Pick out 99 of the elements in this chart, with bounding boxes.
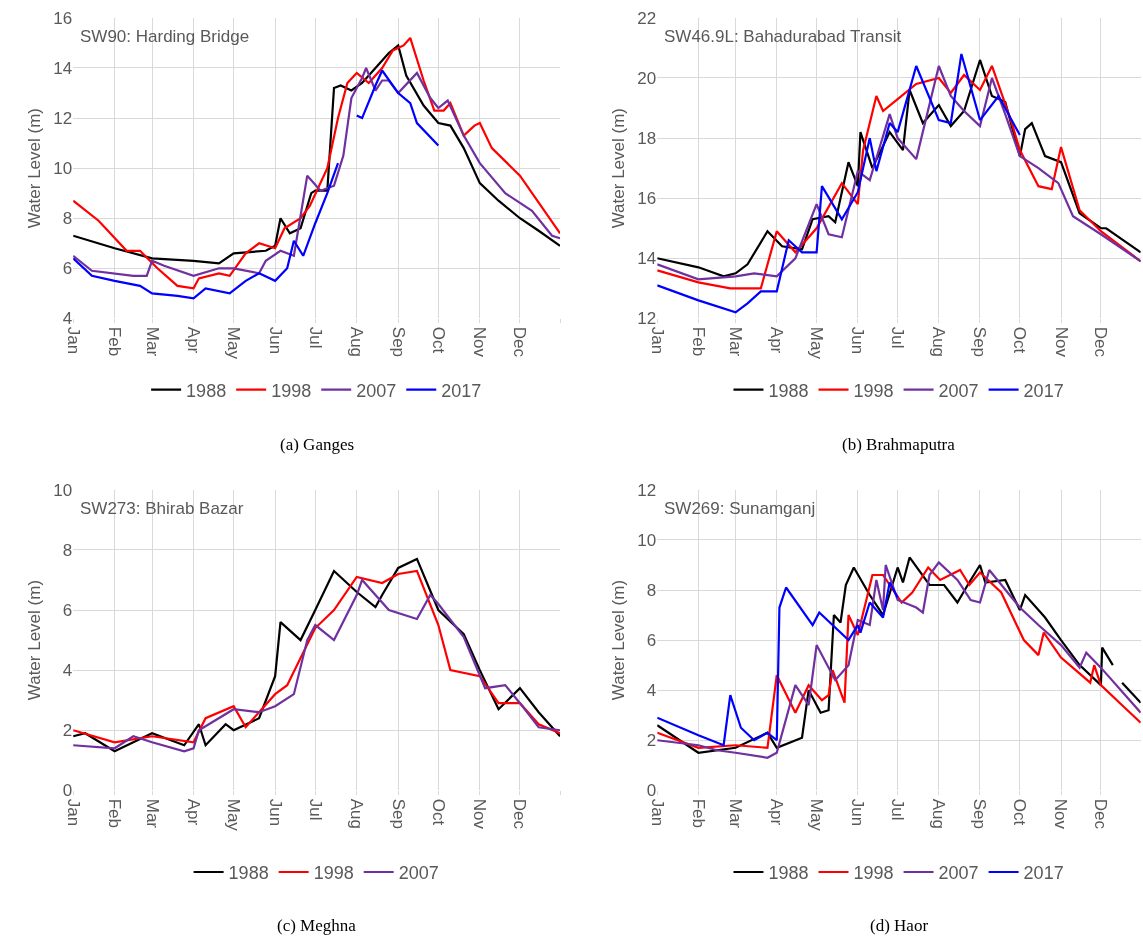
y-tick-label: 4 — [62, 661, 73, 681]
x-tick-label: Jan — [63, 326, 83, 355]
text: (c) Meghna — [277, 916, 357, 935]
text: (b) Brahmaputra — [842, 435, 956, 454]
x-tick-label: Jan — [63, 798, 83, 827]
legend-label: 2017 — [1023, 863, 1064, 884]
x-tick-label: Mar — [142, 326, 162, 357]
y-tick-label: 6 — [62, 259, 73, 279]
legend-label: 1998 — [853, 380, 894, 401]
x-tick-label: Mar — [142, 798, 162, 829]
x-tick-label: Dec — [1091, 798, 1111, 830]
x-tick-label: Oct — [428, 798, 448, 826]
y-tick-label: 12 — [53, 109, 73, 129]
y-axis-title: Water Level (m) — [24, 579, 44, 701]
y-tick-label: 10 — [53, 159, 73, 179]
x-tick-label: Oct — [1010, 798, 1030, 826]
y-tick-label: 20 — [637, 68, 657, 88]
x-tick-label: Nov — [470, 798, 490, 830]
legend-label: 2017 — [1023, 380, 1064, 401]
text: (d) Haor — [870, 916, 929, 935]
y-tick-label: 6 — [62, 600, 73, 620]
y-tick-label: 8 — [62, 209, 73, 229]
x-tick-label: Apr — [767, 798, 787, 826]
x-tick-label: Nov — [470, 326, 490, 358]
x-tick-label: Sep — [388, 798, 408, 829]
x-tick-label: Mar — [726, 326, 746, 357]
y-tick-label: 12 — [637, 480, 657, 500]
x-tick-label: Jun — [848, 326, 868, 355]
x-tick-label: May — [224, 798, 244, 832]
y-tick-label: 14 — [637, 249, 657, 269]
y-tick-label: 10 — [637, 530, 657, 550]
y-tick-label: 4 — [646, 681, 657, 701]
legend-label: 2007 — [356, 380, 397, 401]
y-tick-label: 10 — [53, 480, 73, 500]
x-tick-label: Aug — [929, 326, 949, 358]
x-tick-label: May — [807, 326, 827, 360]
y-axis-title: Water Level (m) — [24, 108, 44, 229]
y-axis-title: Water Level (m) — [608, 108, 628, 229]
x-tick-label: Mar — [726, 798, 746, 829]
x-tick-label: Jun — [265, 798, 285, 827]
legend-label: 2017 — [441, 380, 482, 401]
x-tick-label: Jul — [305, 798, 325, 821]
y-axis-title: Water Level (m) — [608, 579, 628, 701]
legend-label: 1988 — [768, 380, 809, 401]
x-tick-label: Aug — [929, 798, 949, 829]
x-tick-label: Dec — [1091, 326, 1111, 358]
legend-label: 1998 — [313, 863, 354, 884]
x-tick-label: Jan — [647, 798, 667, 827]
x-tick-label: Aug — [347, 326, 367, 358]
text: (a) Ganges — [280, 435, 355, 454]
y-tick-label: 22 — [637, 8, 657, 28]
y-tick-label: 14 — [53, 58, 73, 78]
x-tick-label: Sep — [388, 326, 408, 358]
x-tick-label: Feb — [688, 326, 708, 357]
line-series — [657, 52, 1021, 314]
y-tick-label: 16 — [53, 8, 73, 28]
x-tick-label: Feb — [105, 326, 125, 357]
x-tick-label: Jan — [647, 326, 667, 355]
x-tick-label: May — [224, 326, 244, 360]
x-tick-label: Apr — [767, 326, 787, 354]
x-tick-label: Feb — [688, 798, 708, 829]
text: SW269: Sunamganj — [664, 499, 816, 518]
x-tick-label: Jul — [305, 326, 325, 349]
x-tick-label: Dec — [510, 798, 530, 830]
x-tick-label: Nov — [1051, 326, 1071, 358]
x-tick-label: Oct — [428, 326, 448, 354]
legend-label: 1988 — [186, 380, 227, 401]
x-tick-label: Sep — [970, 798, 990, 829]
legend-label: 2007 — [398, 863, 439, 884]
legend-label: 2007 — [938, 863, 979, 884]
x-tick-label: Jun — [848, 798, 868, 827]
y-tick-label: 8 — [62, 540, 73, 560]
y-tick-label: 2 — [646, 731, 657, 751]
y-tick-label: 6 — [646, 631, 657, 651]
y-tick-label: 2 — [62, 721, 73, 741]
x-tick-label: Apr — [184, 326, 204, 354]
x-tick-label: Dec — [510, 326, 530, 358]
legend-label: 1998 — [853, 863, 894, 884]
x-tick-label: Feb — [105, 798, 125, 829]
x-tick-label: Oct — [1010, 326, 1030, 354]
legend-label: 1988 — [228, 863, 269, 884]
x-tick-label: Jul — [888, 326, 908, 349]
text: SW273: Bhirab Bazar — [80, 499, 244, 518]
y-tick-label: 16 — [637, 189, 657, 209]
y-tick-label: 8 — [646, 580, 657, 600]
x-tick-label: Nov — [1051, 798, 1071, 830]
x-tick-label: Sep — [970, 326, 990, 358]
legend-label: 1988 — [768, 863, 809, 884]
line-series — [657, 581, 899, 747]
x-tick-label: Jul — [888, 798, 908, 821]
legend-label: 1998 — [271, 380, 312, 401]
x-tick-label: Jun — [265, 326, 285, 355]
text: SW90: Harding Bridge — [80, 27, 250, 46]
y-tick-label: 18 — [637, 129, 657, 149]
text: SW46.9L: Bahadurabad Transit — [664, 27, 902, 46]
legend-label: 2007 — [938, 380, 979, 401]
x-tick-label: Apr — [184, 798, 204, 826]
x-tick-label: Aug — [347, 798, 367, 829]
x-tick-label: May — [807, 798, 827, 832]
